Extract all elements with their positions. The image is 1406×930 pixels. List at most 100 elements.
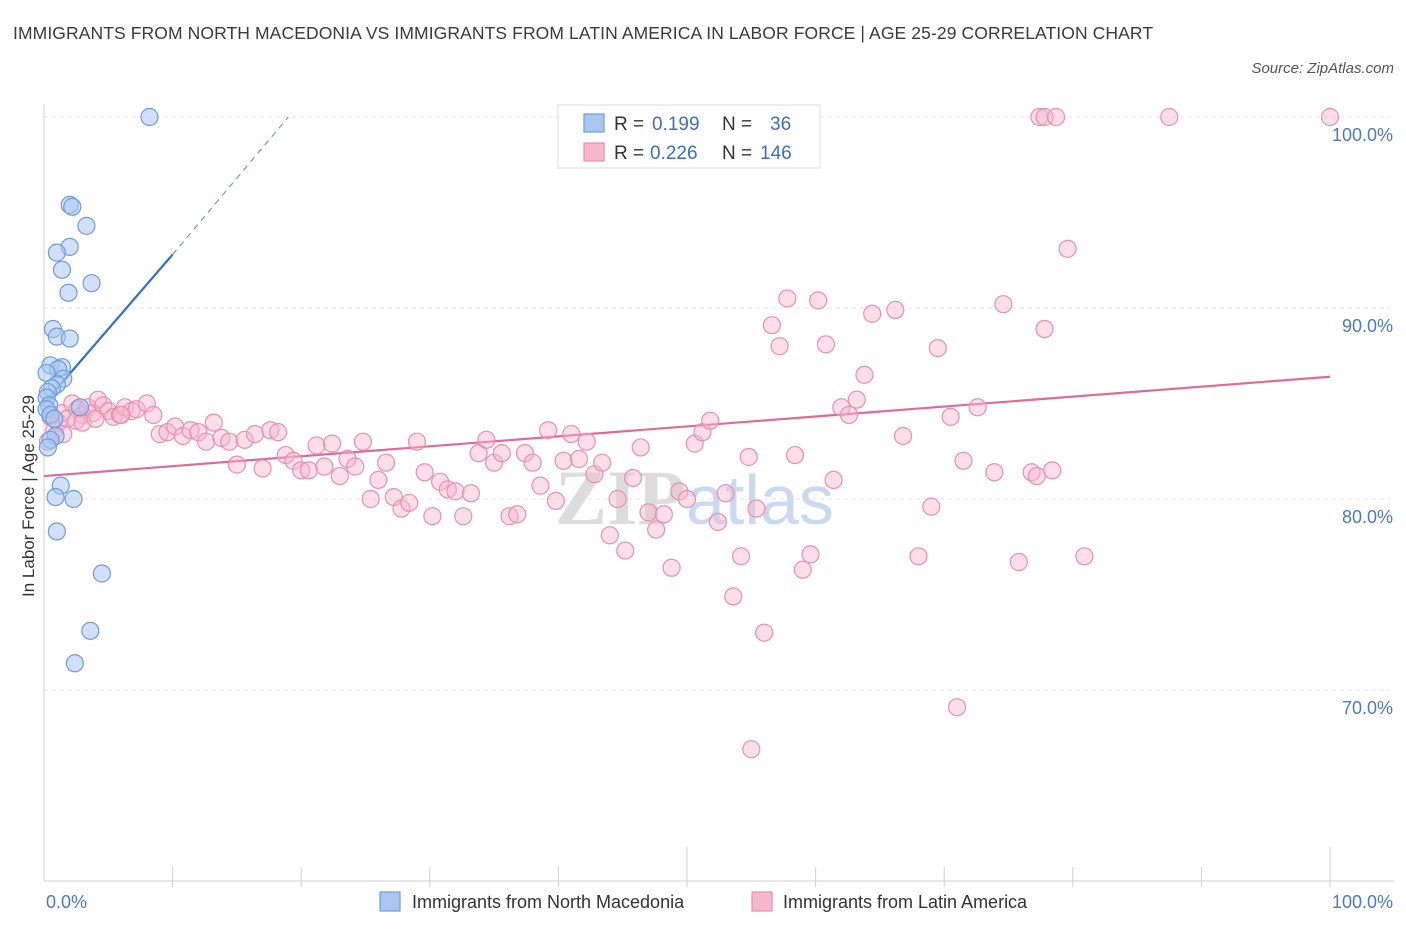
- data-point-latin-america: [492, 444, 511, 463]
- data-point-latin-america: [454, 507, 473, 526]
- source-label: Source: ZipAtlas.com: [1251, 60, 1394, 77]
- data-point-latin-america: [166, 417, 185, 436]
- data-point-latin-america: [847, 390, 866, 409]
- data-point-latin-america: [616, 541, 635, 560]
- data-point-latin-america: [755, 623, 774, 642]
- data-point-latin-america: [1075, 547, 1094, 566]
- data-point-latin-america: [461, 484, 481, 503]
- data-point-latin-america: [778, 289, 797, 308]
- data-point-latin-america: [204, 413, 223, 432]
- data-point-latin-america: [1046, 107, 1066, 127]
- data-point-latin-america: [137, 394, 156, 413]
- data-point-latin-america: [546, 491, 565, 511]
- stats-pink-r-label: R =: [614, 143, 644, 164]
- data-point-latin-america: [670, 482, 689, 501]
- data-point-latin-america: [407, 432, 427, 451]
- data-point-north-macedonia: [82, 274, 101, 293]
- stats-pink-swatch: [583, 142, 605, 162]
- data-point-latin-america: [639, 503, 658, 522]
- data-point-north-macedonia: [70, 398, 90, 417]
- data-point-north-macedonia: [52, 260, 72, 279]
- y-tick-label: 90.0%: [1342, 316, 1393, 336]
- series-north-macedonia-points: [37, 107, 159, 673]
- data-point-north-macedonia: [92, 564, 111, 583]
- data-point-latin-america: [985, 463, 1004, 482]
- stats-legend: R = 0.199 N = 36 R = 0.226 N = 146: [557, 104, 821, 169]
- legend-north-macedonia-swatch: [379, 891, 401, 912]
- data-point-north-macedonia: [81, 621, 100, 640]
- stats-blue-r-label: R =: [614, 114, 644, 135]
- data-point-north-macedonia: [46, 487, 65, 507]
- data-point-latin-america: [86, 409, 105, 428]
- data-point-latin-america: [245, 424, 265, 444]
- data-point-latin-america: [824, 470, 843, 489]
- data-point-latin-america: [739, 447, 758, 467]
- data-point-latin-america: [361, 489, 380, 509]
- data-point-latin-america: [1035, 319, 1054, 339]
- data-point-latin-america: [716, 484, 735, 503]
- data-point-latin-america: [227, 455, 246, 474]
- y-tick-labels: 100.0% 90.0% 80.0% 70.0%: [1332, 125, 1393, 718]
- data-point-latin-america: [292, 461, 311, 480]
- data-point-latin-america: [423, 507, 442, 526]
- data-point-latin-america: [839, 405, 859, 425]
- stats-blue-n-label: N =: [722, 114, 752, 135]
- chart-title: IMMIGRANTS FROM NORTH MACEDONIA VS IMMIG…: [13, 23, 1154, 43]
- data-point-north-macedonia: [63, 197, 82, 216]
- stats-pink-r-value: 0.226: [650, 143, 698, 164]
- x-tick-label: 100.0%: [1332, 892, 1393, 912]
- data-point-latin-america: [539, 421, 558, 440]
- data-point-latin-america: [785, 445, 805, 465]
- y-tick-label: 70.0%: [1342, 698, 1393, 718]
- data-point-latin-america: [654, 505, 673, 524]
- stats-pink-n-value: 146: [760, 143, 792, 164]
- data-point-latin-america: [1043, 461, 1062, 480]
- x-tick-labels: 0.0% 100.0%: [46, 892, 1393, 912]
- data-point-north-macedonia: [140, 107, 159, 127]
- data-point-latin-america: [220, 432, 239, 451]
- data-point-latin-america: [469, 444, 488, 463]
- data-point-latin-america: [189, 423, 208, 442]
- data-point-latin-america: [947, 698, 967, 717]
- stats-pink-n-label: N =: [722, 143, 752, 164]
- data-point-latin-america: [593, 453, 612, 472]
- data-point-latin-america: [809, 291, 828, 310]
- y-tick-label: 80.0%: [1342, 507, 1393, 527]
- trend-line-north-macedonia-extension: [172, 116, 289, 255]
- data-point-latin-america: [816, 335, 835, 354]
- stats-blue-swatch: [583, 113, 605, 133]
- grid-lines: [44, 116, 1390, 691]
- data-point-latin-america: [307, 436, 326, 455]
- data-point-latin-america: [608, 489, 627, 509]
- data-point-latin-america: [346, 457, 365, 476]
- legend-latin-america-swatch: [751, 891, 773, 912]
- data-point-north-macedonia: [47, 243, 66, 262]
- watermark-zip: ZIP: [555, 454, 685, 541]
- data-point-latin-america: [600, 526, 619, 545]
- data-point-latin-america: [863, 304, 882, 323]
- data-point-latin-america: [954, 451, 973, 470]
- bottom-legend: Immigrants from North Macedonia Immigran…: [379, 891, 1028, 912]
- data-point-latin-america: [886, 300, 905, 320]
- data-point-north-macedonia: [65, 654, 84, 673]
- data-point-latin-america: [376, 453, 396, 472]
- data-point-latin-america: [708, 512, 727, 532]
- data-point-latin-america: [515, 444, 535, 463]
- data-point-north-macedonia: [60, 329, 79, 348]
- data-point-north-macedonia: [45, 409, 64, 428]
- data-point-latin-america: [554, 451, 573, 470]
- data-point-latin-america: [562, 424, 581, 444]
- axes: [43, 104, 1394, 887]
- legend-latin-america-label: Immigrants from Latin America: [783, 892, 1028, 912]
- data-point-latin-america: [1009, 552, 1028, 572]
- data-point-latin-america: [677, 489, 697, 509]
- legend-north-macedonia-label: Immigrants from North Macedonia: [412, 892, 685, 912]
- data-point-latin-america: [531, 476, 550, 495]
- data-point-latin-america: [577, 432, 596, 451]
- data-point-latin-america: [196, 432, 216, 451]
- y-tick-label: 100.0%: [1332, 125, 1393, 145]
- data-point-latin-america: [485, 453, 504, 472]
- data-point-latin-america: [928, 339, 947, 358]
- data-point-latin-america: [662, 558, 681, 577]
